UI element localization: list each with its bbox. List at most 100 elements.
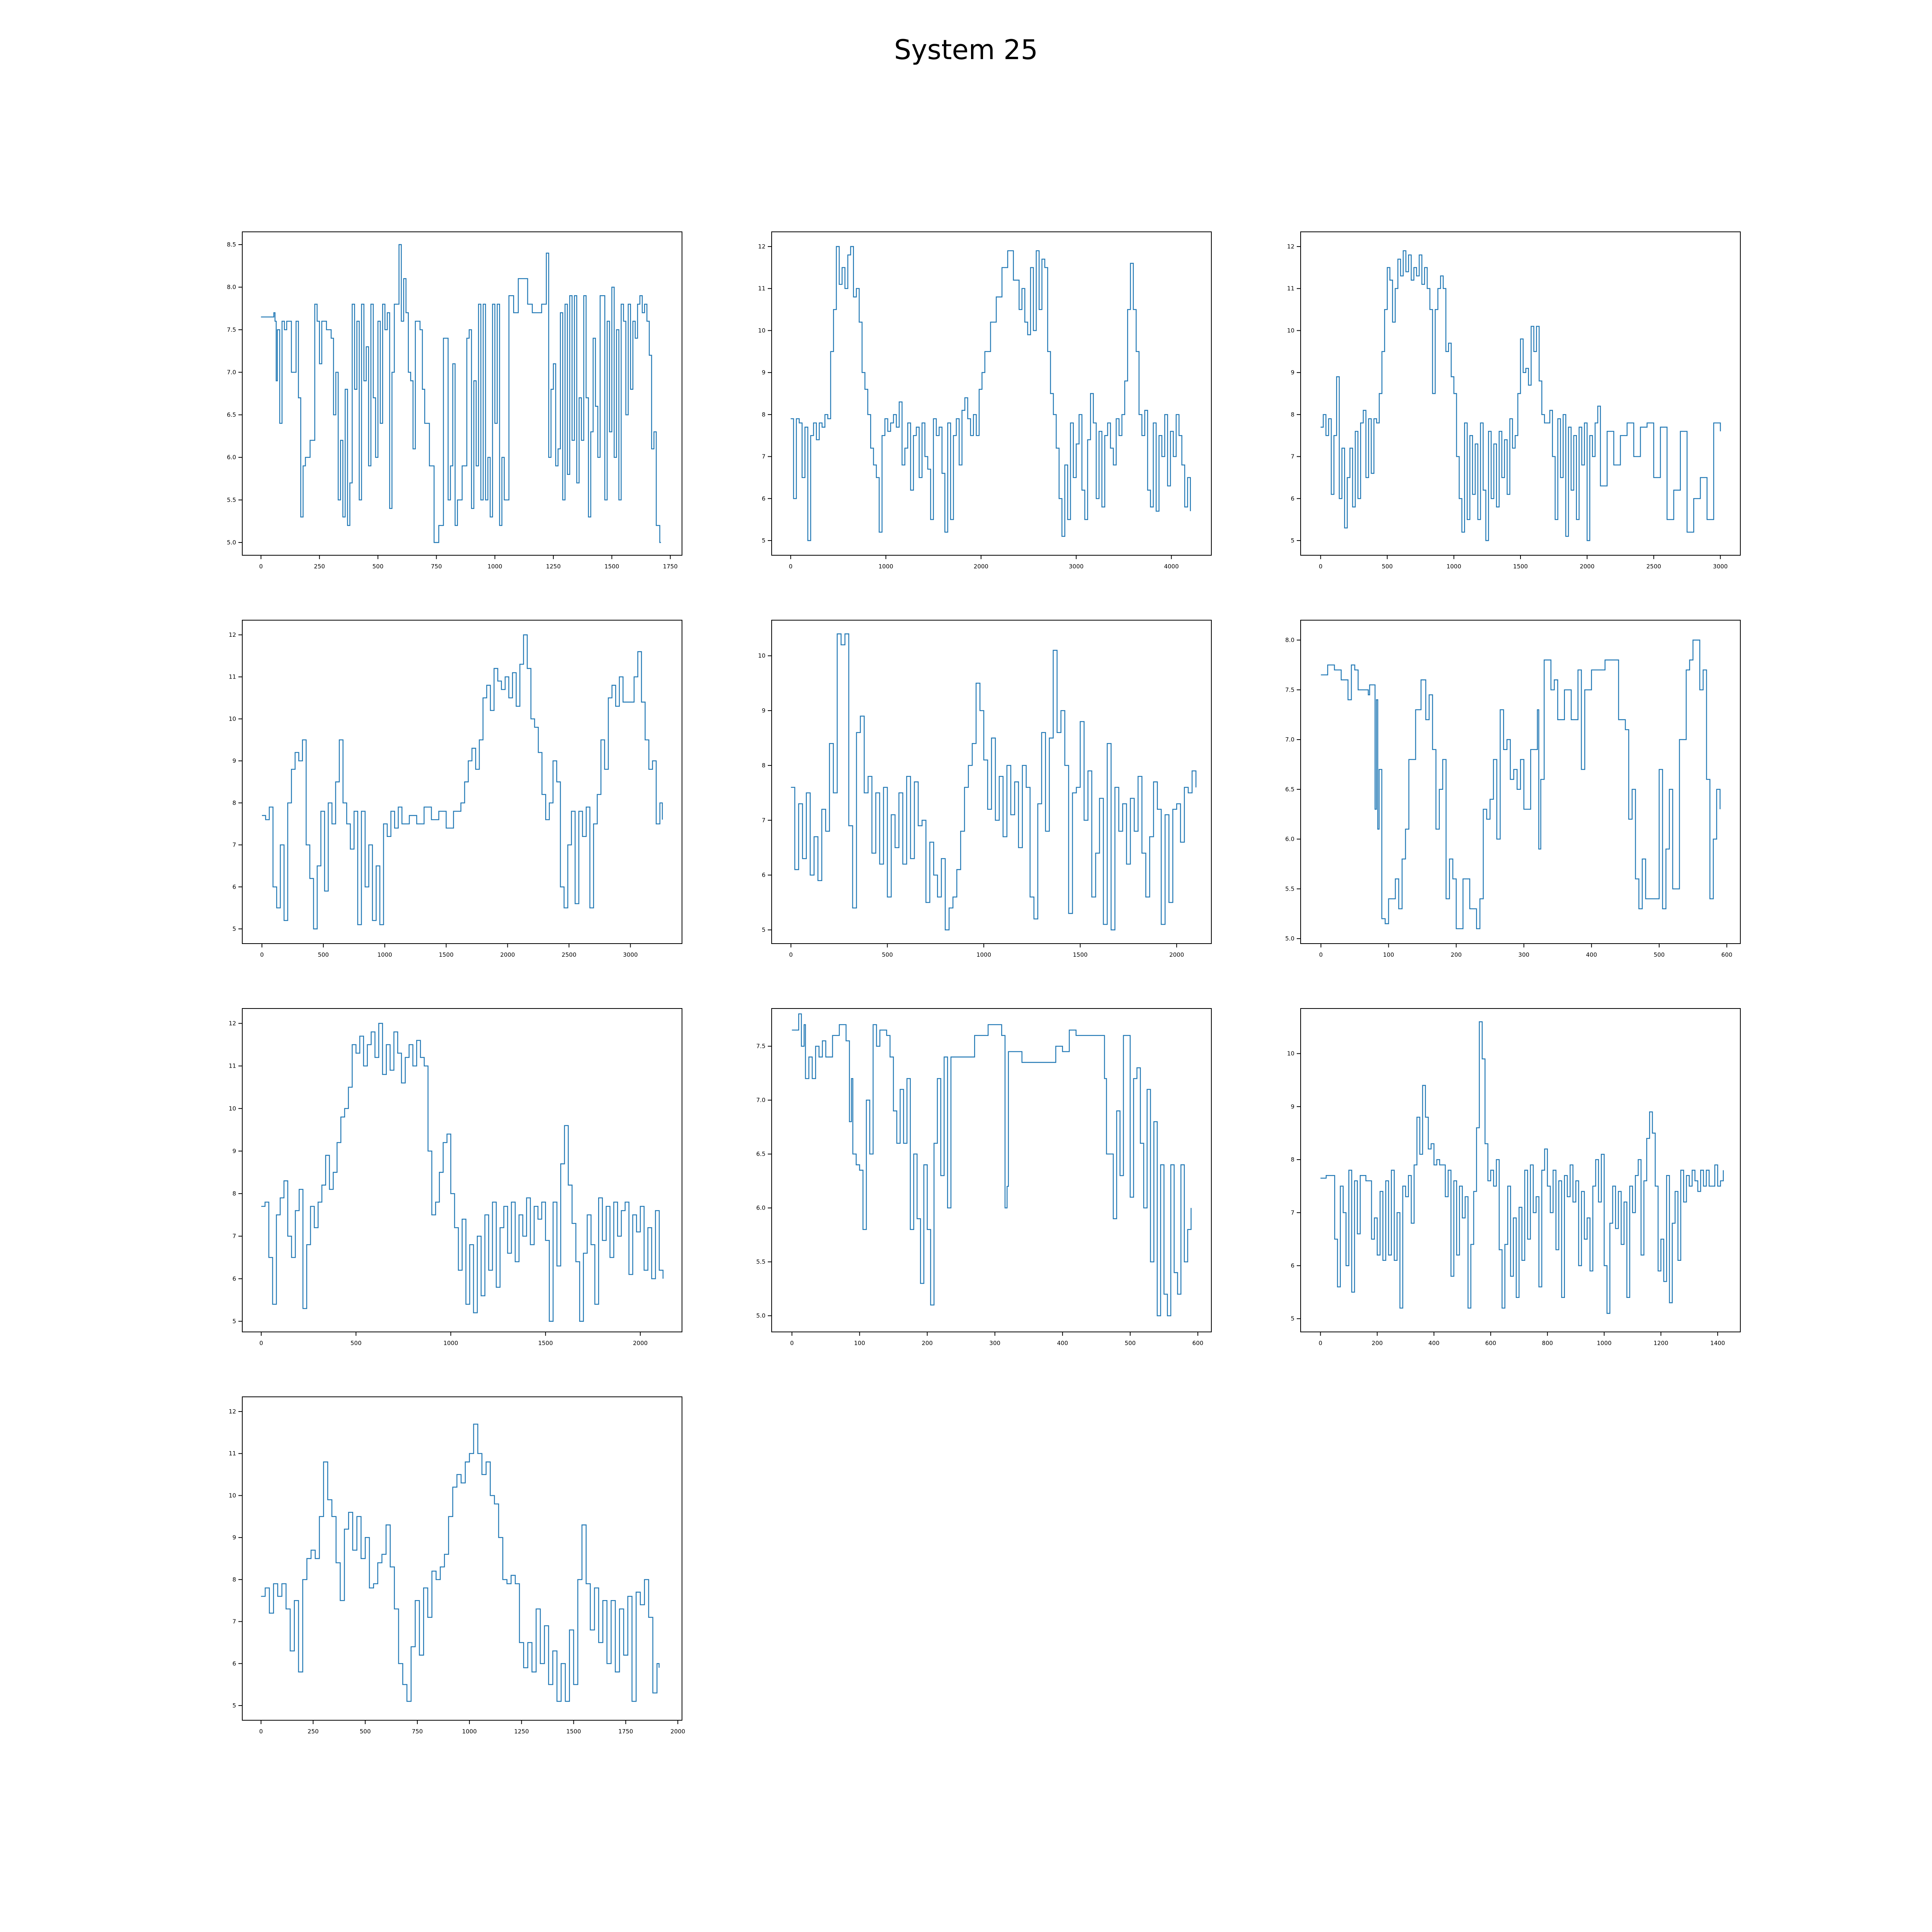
subplot-4: 0 500 1000 1500 2000 2500 3000 5 6 7 8 9 10 11 12 xyxy=(229,620,682,958)
y-tick-label: 6.5 xyxy=(1285,786,1294,793)
y-tick-label: 10 xyxy=(229,1105,236,1112)
y-tick-label: 5.5 xyxy=(1285,885,1294,892)
x-tick-label: 400 xyxy=(1429,1340,1440,1347)
y-tick-label: 5 xyxy=(1291,1315,1294,1322)
series-line-2 xyxy=(791,246,1191,541)
series-line-7 xyxy=(261,1023,664,1322)
y-tick-label: 8.0 xyxy=(227,284,236,291)
y-tick-label: 8 xyxy=(1291,1156,1294,1163)
y-tick-label: 9 xyxy=(1291,1103,1294,1110)
y-tick-label: 6.0 xyxy=(1285,836,1294,843)
y-tick-label: 11 xyxy=(229,1450,236,1457)
x-tick-label: 0 xyxy=(259,1728,263,1735)
y-tick-label: 6 xyxy=(762,872,765,879)
y-tick-label: 8 xyxy=(232,799,236,806)
axes-frame xyxy=(771,1008,1212,1332)
y-tick-label: 5.0 xyxy=(1285,935,1294,942)
y-tick-label: 7.0 xyxy=(1285,736,1294,743)
x-tick-label: 500 xyxy=(882,951,893,958)
y-tick-label: 5 xyxy=(232,1702,236,1709)
y-tick-label: 6 xyxy=(232,883,236,890)
y-tick-label: 7 xyxy=(232,842,236,849)
y-tick-label: 8 xyxy=(1291,411,1294,418)
x-tick-label: 2500 xyxy=(1646,563,1661,570)
x-tick-label: 2500 xyxy=(561,951,576,958)
y-tick-label: 5.0 xyxy=(227,539,236,546)
y-tick-label: 8 xyxy=(762,762,765,769)
x-tick-label: 2000 xyxy=(1580,563,1594,570)
y-tick-label: 7 xyxy=(232,1233,236,1240)
subplot-1: 0 250 500 750 1000 1250 1500 1750 5.0 5.5 6.0 6.5 7.… xyxy=(227,231,682,570)
x-tick-label: 100 xyxy=(854,1340,865,1347)
x-tick-label: 750 xyxy=(412,1728,423,1735)
x-tick-label: 0 xyxy=(259,1340,263,1347)
subplot-2: 0 1000 2000 3000 4000 5 6 7 8 9 10 11 12 xyxy=(758,231,1212,570)
x-tick-label: 0 xyxy=(1319,563,1323,570)
x-tick-label: 2000 xyxy=(633,1340,648,1347)
subplot-10: 0 250 500 750 1000 1250 1500 1750 2000 5 6 7 8 9 10 11 1… xyxy=(229,1396,685,1735)
y-tick-label: 10 xyxy=(1287,1050,1294,1057)
y-tick-label: 9 xyxy=(762,369,765,376)
subplot-9: 0 200 400 600 800 1000 1200 1400 5 6 7 8 9 10 xyxy=(1287,1008,1741,1347)
x-tick-label: 2000 xyxy=(1169,951,1184,958)
x-tick-label: 1500 xyxy=(538,1340,553,1347)
y-tick-label: 6 xyxy=(1291,495,1294,502)
x-tick-label: 1000 xyxy=(443,1340,458,1347)
x-tick-label: 1250 xyxy=(514,1728,529,1735)
x-tick-label: 4000 xyxy=(1164,563,1179,570)
subplot-7: 0 500 1000 1500 2000 5 6 7 8 9 10 11 12 xyxy=(229,1008,682,1347)
series-line-10 xyxy=(261,1423,660,1702)
x-tick-label: 1500 xyxy=(604,563,619,570)
y-tick-label: 8.5 xyxy=(227,241,236,248)
y-tick-label: 9 xyxy=(232,757,236,764)
y-tick-label: 7 xyxy=(1291,1209,1294,1216)
x-tick-label: 0 xyxy=(790,1340,794,1347)
axes-frame xyxy=(771,231,1212,556)
x-tick-label: 500 xyxy=(1382,563,1393,570)
y-tick-label: 6 xyxy=(232,1275,236,1282)
x-tick-label: 250 xyxy=(308,1728,319,1735)
y-tick-label: 12 xyxy=(1287,243,1294,250)
series-line-6 xyxy=(1321,639,1721,929)
y-tick-label: 10 xyxy=(758,327,765,334)
axes-frame xyxy=(242,231,682,556)
x-tick-label: 3000 xyxy=(623,951,638,958)
x-tick-label: 400 xyxy=(1057,1340,1068,1347)
y-tick-label: 7.5 xyxy=(1285,686,1294,693)
series-line-8 xyxy=(792,1013,1192,1316)
x-tick-label: 200 xyxy=(1451,951,1462,958)
y-tick-label: 7 xyxy=(1291,453,1294,460)
x-tick-label: 1400 xyxy=(1710,1340,1725,1347)
y-tick-label: 5 xyxy=(232,1318,236,1325)
x-tick-label: 0 xyxy=(789,563,793,570)
x-tick-label: 1000 xyxy=(1597,1340,1611,1347)
x-tick-label: 1200 xyxy=(1653,1340,1668,1347)
y-tick-label: 8 xyxy=(232,1576,236,1583)
y-tick-label: 9 xyxy=(762,707,765,714)
x-tick-label: 0 xyxy=(259,563,263,570)
subplot-5: 0 500 1000 1500 2000 5 6 7 8 9 10 xyxy=(758,620,1212,958)
x-tick-label: 1750 xyxy=(618,1728,633,1735)
y-tick-label: 7.0 xyxy=(756,1097,765,1104)
x-tick-label: 100 xyxy=(1383,951,1394,958)
series-line-5 xyxy=(791,633,1197,930)
x-tick-label: 1500 xyxy=(566,1728,581,1735)
y-tick-label: 8.0 xyxy=(1285,637,1294,644)
axes-frame xyxy=(242,620,682,944)
x-tick-label: 500 xyxy=(372,563,384,570)
x-tick-label: 250 xyxy=(314,563,325,570)
y-tick-label: 10 xyxy=(229,715,236,722)
x-tick-label: 500 xyxy=(360,1728,371,1735)
y-tick-label: 7.5 xyxy=(756,1043,765,1050)
x-tick-label: 200 xyxy=(922,1340,933,1347)
x-tick-label: 750 xyxy=(431,563,442,570)
y-tick-label: 12 xyxy=(758,243,765,250)
axes-frame xyxy=(242,1396,682,1721)
y-tick-label: 5 xyxy=(232,925,236,932)
x-tick-label: 3000 xyxy=(1069,563,1083,570)
y-tick-label: 11 xyxy=(229,1063,236,1070)
axes-frame xyxy=(1300,1008,1741,1332)
series-line-4 xyxy=(262,634,663,930)
x-tick-label: 1500 xyxy=(439,951,454,958)
x-tick-label: 300 xyxy=(1518,951,1529,958)
